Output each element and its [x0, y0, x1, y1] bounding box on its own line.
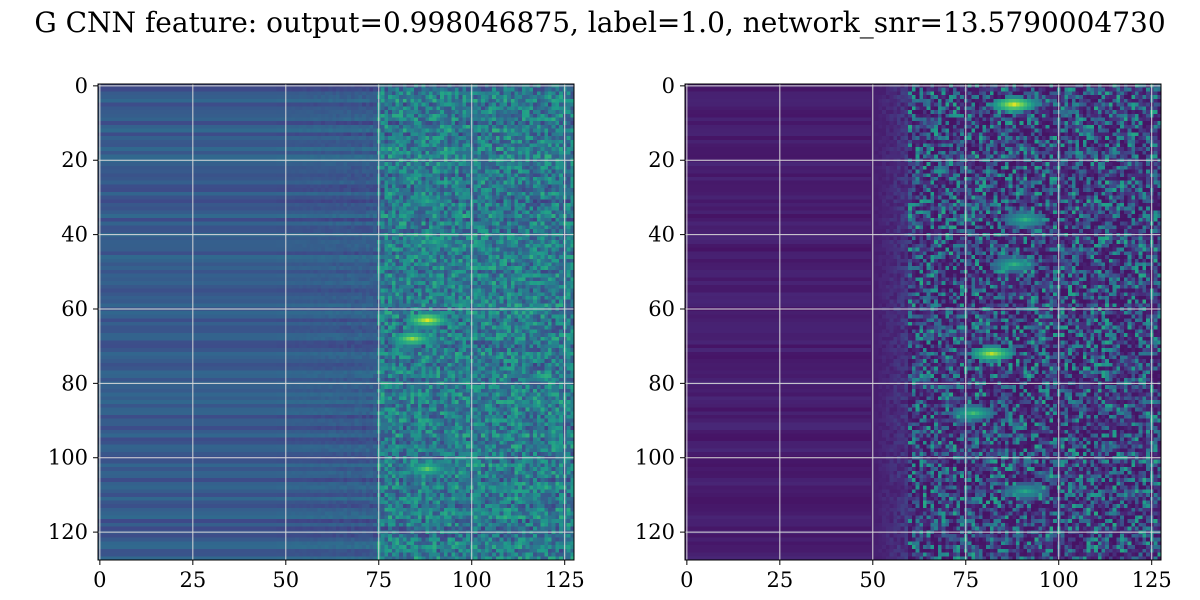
heatmap-left: 0 25 50 75 100 125 0 20 40 60 80 100 120	[48, 74, 585, 592]
x-tick-label: 25	[179, 568, 206, 592]
x-tick-label: 125	[1132, 568, 1172, 592]
y-tick-label: 40	[61, 223, 88, 247]
y-tick-label: 80	[61, 371, 88, 395]
x-tick-label: 50	[272, 568, 299, 592]
y-tick-label: 0	[662, 74, 675, 98]
y-tick-label: 20	[648, 148, 675, 172]
heatmap-image	[98, 84, 574, 560]
x-tick-label: 25	[766, 568, 793, 592]
x-tick-label: 100	[452, 568, 492, 592]
y-tick-label: 20	[61, 148, 88, 172]
y-tick-label: 120	[635, 520, 675, 544]
y-tick-label: 100	[48, 446, 88, 470]
heatmap-right: 0 25 50 75 100 125 0 20 40 60 80 100 120	[635, 74, 1172, 592]
heatmap-image	[685, 84, 1161, 560]
x-tick-label: 0	[93, 568, 106, 592]
y-tick-label: 60	[648, 297, 675, 321]
x-tick-label: 125	[545, 568, 585, 592]
axes-frame	[97, 83, 575, 561]
x-tick-label: 100	[1039, 568, 1079, 592]
axes-frame	[684, 83, 1162, 561]
y-tick-label: 120	[48, 520, 88, 544]
y-tick-label: 60	[61, 297, 88, 321]
figure-title-text: G CNN feature: output=0.998046875, label…	[34, 6, 1166, 39]
y-tick-label: 40	[648, 223, 675, 247]
x-tick-label: 50	[859, 568, 886, 592]
figure-title: G CNN feature: output=0.998046875, label…	[0, 6, 1200, 46]
y-tick-label: 100	[635, 446, 675, 470]
x-tick-label: 75	[365, 568, 392, 592]
y-tick-label: 0	[75, 74, 88, 98]
x-tick-label: 0	[680, 568, 693, 592]
y-tick-label: 80	[648, 371, 675, 395]
x-tick-label: 75	[952, 568, 979, 592]
